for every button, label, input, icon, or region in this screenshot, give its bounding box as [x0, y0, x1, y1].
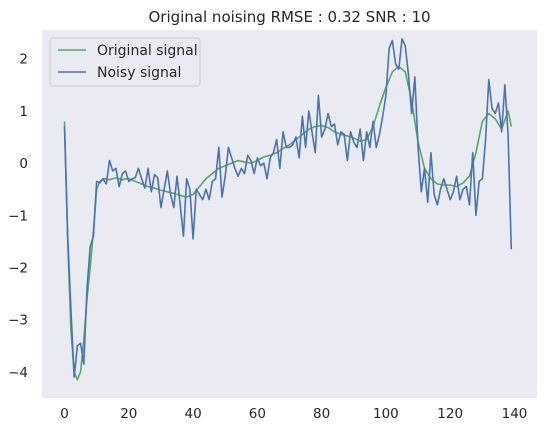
legend-label-noisy: Noisy signal — [97, 65, 181, 81]
y-tick-label: −3 — [8, 313, 28, 329]
chart-title: Original noising RMSE : 0.32 SNR : 10 — [148, 8, 430, 26]
x-tick-label: 80 — [313, 406, 330, 422]
y-tick-label: −2 — [8, 261, 28, 277]
series-lines — [63, 38, 513, 381]
legend: Original signal Noisy signal — [49, 37, 201, 87]
legend-box — [49, 37, 201, 87]
y-tick-label: −4 — [8, 365, 28, 381]
x-tick-label: 40 — [185, 406, 202, 422]
x-tick-label: 20 — [120, 406, 137, 422]
y-tick-label: 2 — [19, 52, 28, 68]
x-tick-label: 0 — [60, 406, 69, 422]
plot-background — [42, 30, 537, 398]
y-tick-label: 0 — [19, 156, 28, 172]
x-tick-label: 60 — [249, 406, 266, 422]
x-tick-label: 100 — [373, 406, 399, 422]
x-tick-label: 140 — [502, 406, 528, 422]
y-tick-label: 1 — [19, 104, 28, 120]
series-line-noisy — [63, 38, 513, 378]
axis-ticks: 0 20 40 60 80 100 120 140 −4 −3 −2 −1 0 1 2 — [8, 52, 527, 422]
y-tick-label: −1 — [8, 208, 28, 224]
legend-label-original: Original signal — [97, 43, 198, 59]
x-tick-label: 120 — [437, 406, 463, 422]
